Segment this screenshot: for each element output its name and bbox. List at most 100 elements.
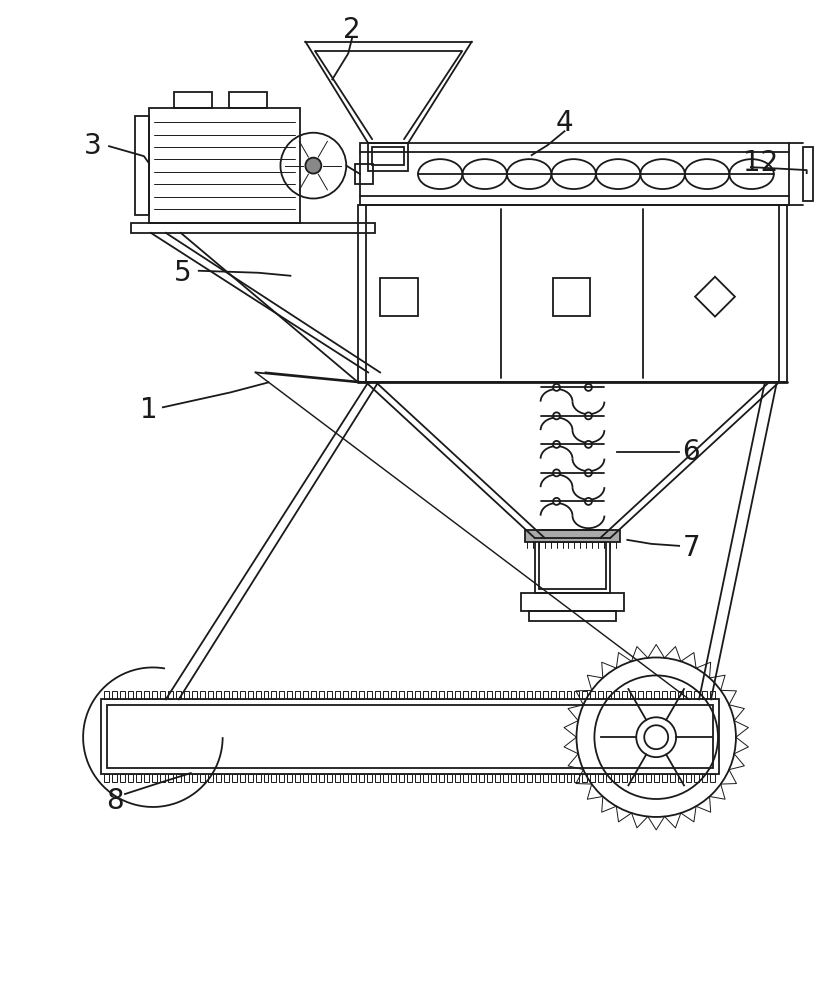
Bar	[631, 691, 636, 699]
Bar	[503, 774, 508, 782]
Circle shape	[553, 441, 560, 448]
Bar	[311, 774, 316, 782]
Bar	[529, 611, 616, 621]
Bar	[128, 774, 133, 782]
Bar	[304, 774, 309, 782]
Bar	[447, 774, 452, 782]
Bar	[360, 143, 789, 205]
Bar	[199, 691, 204, 699]
Bar	[694, 691, 699, 699]
Bar	[239, 774, 244, 782]
Bar	[120, 691, 125, 699]
Bar	[539, 542, 606, 589]
Bar	[455, 774, 460, 782]
Bar	[710, 774, 715, 782]
Bar	[694, 774, 699, 782]
Bar	[510, 774, 515, 782]
Bar	[359, 691, 364, 699]
Bar	[176, 774, 181, 782]
Bar	[335, 774, 340, 782]
Bar	[232, 774, 237, 782]
Bar	[104, 774, 109, 782]
Circle shape	[585, 441, 592, 448]
Bar	[295, 774, 300, 782]
Bar	[582, 691, 587, 699]
Bar	[104, 691, 109, 699]
Bar	[525, 530, 620, 542]
Bar	[208, 774, 213, 782]
Bar	[439, 774, 444, 782]
Bar	[638, 691, 643, 699]
Bar	[622, 691, 627, 699]
Bar	[606, 774, 611, 782]
Bar	[662, 774, 667, 782]
Bar	[702, 774, 707, 782]
Bar	[415, 774, 420, 782]
Bar	[375, 774, 380, 782]
Bar	[359, 774, 364, 782]
Bar	[149, 108, 300, 223]
Bar	[351, 691, 356, 699]
Bar	[615, 774, 620, 782]
Bar	[487, 691, 492, 699]
Bar	[192, 691, 197, 699]
Bar	[510, 691, 515, 699]
Bar	[407, 691, 412, 699]
Bar	[710, 691, 715, 699]
Bar	[327, 774, 332, 782]
Bar	[399, 691, 404, 699]
Circle shape	[636, 717, 676, 757]
Bar	[224, 691, 229, 699]
Bar	[351, 774, 356, 782]
Bar	[526, 774, 531, 782]
Bar	[463, 774, 468, 782]
Bar	[702, 691, 707, 699]
Text: 7: 7	[682, 534, 700, 562]
Bar	[224, 774, 229, 782]
Circle shape	[553, 469, 560, 476]
Bar	[101, 699, 719, 774]
Bar	[264, 691, 269, 699]
Bar	[550, 774, 555, 782]
Text: 1: 1	[140, 396, 158, 424]
Bar	[654, 691, 659, 699]
Bar	[248, 691, 253, 699]
Bar	[487, 774, 492, 782]
Circle shape	[553, 498, 560, 505]
Bar	[383, 774, 388, 782]
Bar	[654, 774, 659, 782]
Text: 8: 8	[106, 787, 123, 815]
Bar	[335, 691, 340, 699]
Text: 6: 6	[682, 438, 700, 466]
Bar	[526, 691, 531, 699]
Bar	[367, 774, 372, 782]
Bar	[407, 774, 412, 782]
Bar	[646, 691, 651, 699]
Circle shape	[585, 412, 592, 419]
Bar	[671, 774, 676, 782]
Bar	[216, 774, 221, 782]
Bar	[553, 278, 590, 316]
Text: 3: 3	[84, 132, 102, 160]
Circle shape	[305, 158, 321, 174]
Bar	[327, 691, 332, 699]
Circle shape	[553, 412, 560, 419]
Bar	[479, 691, 484, 699]
Bar	[120, 774, 125, 782]
Bar	[375, 691, 380, 699]
Bar	[264, 774, 269, 782]
Bar	[239, 691, 244, 699]
Bar	[559, 774, 564, 782]
Bar	[168, 691, 173, 699]
Bar	[311, 691, 316, 699]
Bar	[255, 774, 260, 782]
Bar	[383, 691, 388, 699]
Bar	[248, 774, 253, 782]
Bar	[802, 147, 812, 201]
Bar	[598, 774, 603, 782]
Bar	[255, 691, 260, 699]
Bar	[319, 691, 324, 699]
Bar	[183, 691, 188, 699]
Bar	[606, 691, 611, 699]
Bar	[160, 774, 165, 782]
